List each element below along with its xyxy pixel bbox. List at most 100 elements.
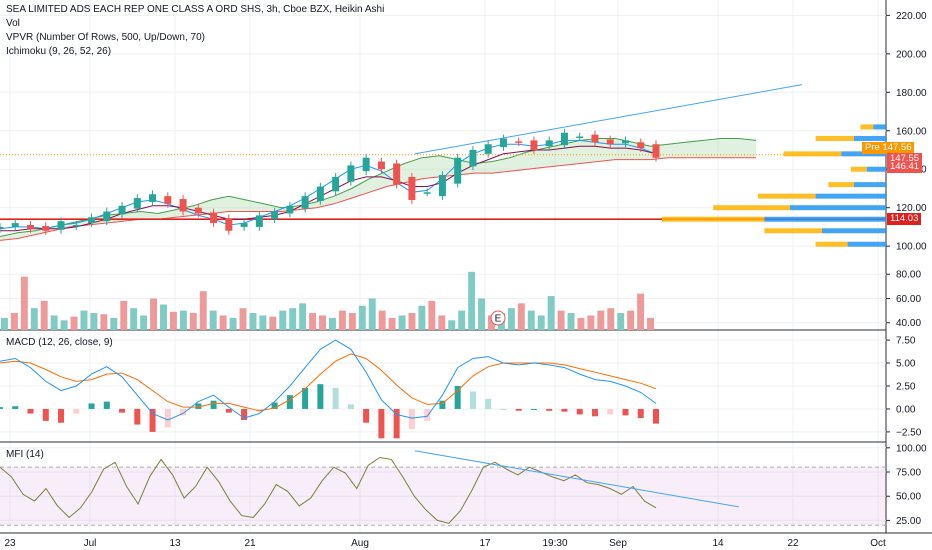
macd-histogram-bar [164, 408, 171, 428]
price-axis-tick-label: 180.00 [896, 88, 927, 99]
macd-histogram-bar [363, 408, 370, 423]
volume-bar [150, 298, 158, 330]
vpvr-up-bar [854, 182, 886, 188]
candle-body [469, 150, 477, 167]
mfi-line [0, 456, 657, 524]
macd-histogram-bar [454, 386, 461, 409]
volume-bar [30, 308, 38, 330]
volume-bar [577, 317, 585, 330]
price-trendline [414, 84, 803, 155]
volume-bar [338, 310, 346, 330]
volume-bar [199, 291, 207, 330]
candle-body [286, 205, 294, 214]
candle-body [225, 218, 233, 231]
volume-bar [160, 304, 167, 330]
x-tick-label: Sep [609, 538, 627, 549]
macd-histogram-bar [515, 408, 522, 411]
volume-bar [428, 300, 436, 330]
earnings-label: E [495, 314, 502, 325]
macd-histogram-bar [637, 408, 644, 419]
volume-bar [438, 315, 446, 330]
candle-body [240, 223, 248, 227]
candle-body [377, 161, 385, 170]
volume-bar [80, 310, 88, 330]
candle-body [316, 186, 324, 201]
macd-histogram-bar [607, 408, 614, 415]
x-tick-label: 17 [479, 538, 491, 549]
candle-body [301, 196, 309, 209]
macd-histogram-bar [286, 395, 293, 409]
macd-signal-line [0, 353, 657, 412]
earnings-marker [490, 310, 506, 326]
volume-bar [398, 315, 406, 330]
x-tick-label: 21 [244, 538, 256, 549]
vpvr-up-bar [854, 135, 886, 141]
chart-title: SEA LIMITED ADS EACH REP ONE CLASS A ORD… [6, 4, 385, 15]
macd-axis-tick-label: −2.50 [896, 427, 922, 438]
volume-bar [20, 276, 28, 330]
candle-body [652, 144, 660, 158]
macd-histogram-bar [27, 408, 34, 414]
candle-body [210, 212, 218, 224]
volume-bar [557, 310, 565, 330]
volume-bar [309, 313, 317, 330]
candle-body [454, 157, 462, 184]
price-axis-tick-label: 100.00 [896, 242, 927, 253]
candle-body [72, 225, 80, 227]
volume-bar [299, 303, 307, 330]
vpvr-up-bar [764, 216, 886, 222]
volume-bar [458, 310, 466, 330]
volume-bar [130, 308, 138, 330]
volume-bar [40, 300, 48, 330]
volume-bar [279, 310, 287, 330]
volume-bar [488, 315, 495, 330]
candle-body [576, 136, 584, 139]
volume-bar [100, 314, 108, 330]
volume-bar [249, 313, 257, 330]
candle-body [408, 176, 416, 200]
volume-bar [269, 316, 277, 330]
vpvr-up-bar [841, 151, 886, 157]
volume-bar [319, 315, 326, 330]
vpvr-up-bar [847, 241, 886, 247]
candle-body [42, 225, 50, 231]
volume-bar [209, 310, 217, 330]
macd-histogram-bar [317, 384, 324, 409]
volume-bar [1, 317, 8, 330]
volume-bar [378, 310, 386, 330]
x-tick-label: 19:30 [542, 538, 567, 549]
x-tick-label: 13 [169, 538, 181, 549]
volume-bar [627, 310, 635, 330]
mfi-axis-tick-label: 75.00 [896, 468, 921, 479]
ichimoku-cloud [0, 138, 756, 241]
x-tick-label: 14 [712, 538, 724, 549]
price-legend: SEA LIMITED ADS EACH REP ONE CLASS A ORD… [6, 3, 384, 59]
candle-body [484, 144, 492, 154]
macd-axis-tick-label: 7.50 [896, 336, 916, 347]
price-axis-tick-label: 160.00 [896, 126, 927, 137]
macd-histogram-bar [271, 402, 278, 409]
macd-histogram-bar [576, 408, 583, 415]
volume-bar [637, 293, 645, 330]
candle-body [438, 175, 446, 197]
macd-histogram-bar [103, 401, 110, 409]
volume-bar [259, 315, 267, 330]
volume-bar [10, 313, 18, 330]
vpvr-up-bar [790, 205, 886, 211]
candle-body [499, 138, 507, 148]
candle-body [11, 223, 19, 227]
macd-histogram-bar [302, 387, 309, 409]
candle-body [347, 165, 355, 182]
volume-bar [219, 315, 227, 330]
vpvr-down-bar [713, 205, 790, 211]
legend-vol: Vol [6, 18, 20, 29]
vpvr-down-bar [662, 216, 765, 222]
volume-axis-tick-label: 80.00 [896, 270, 921, 281]
candle-body [133, 198, 141, 209]
macd-histogram-bar [424, 408, 431, 421]
macd-histogram-bar [546, 408, 553, 411]
x-tick-label: 23 [4, 538, 16, 549]
x-tick-label: Oct [870, 538, 886, 549]
macd-histogram-bar [88, 403, 95, 409]
volume-bar [607, 308, 615, 330]
